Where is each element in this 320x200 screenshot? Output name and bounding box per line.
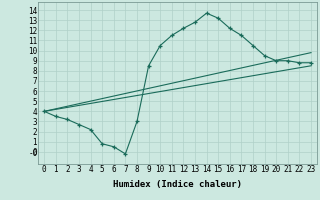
Text: -0: -0 <box>29 149 38 158</box>
X-axis label: Humidex (Indice chaleur): Humidex (Indice chaleur) <box>113 180 242 189</box>
